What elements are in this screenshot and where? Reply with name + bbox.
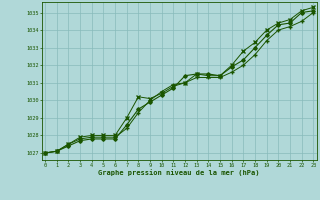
X-axis label: Graphe pression niveau de la mer (hPa): Graphe pression niveau de la mer (hPa) (99, 170, 260, 176)
